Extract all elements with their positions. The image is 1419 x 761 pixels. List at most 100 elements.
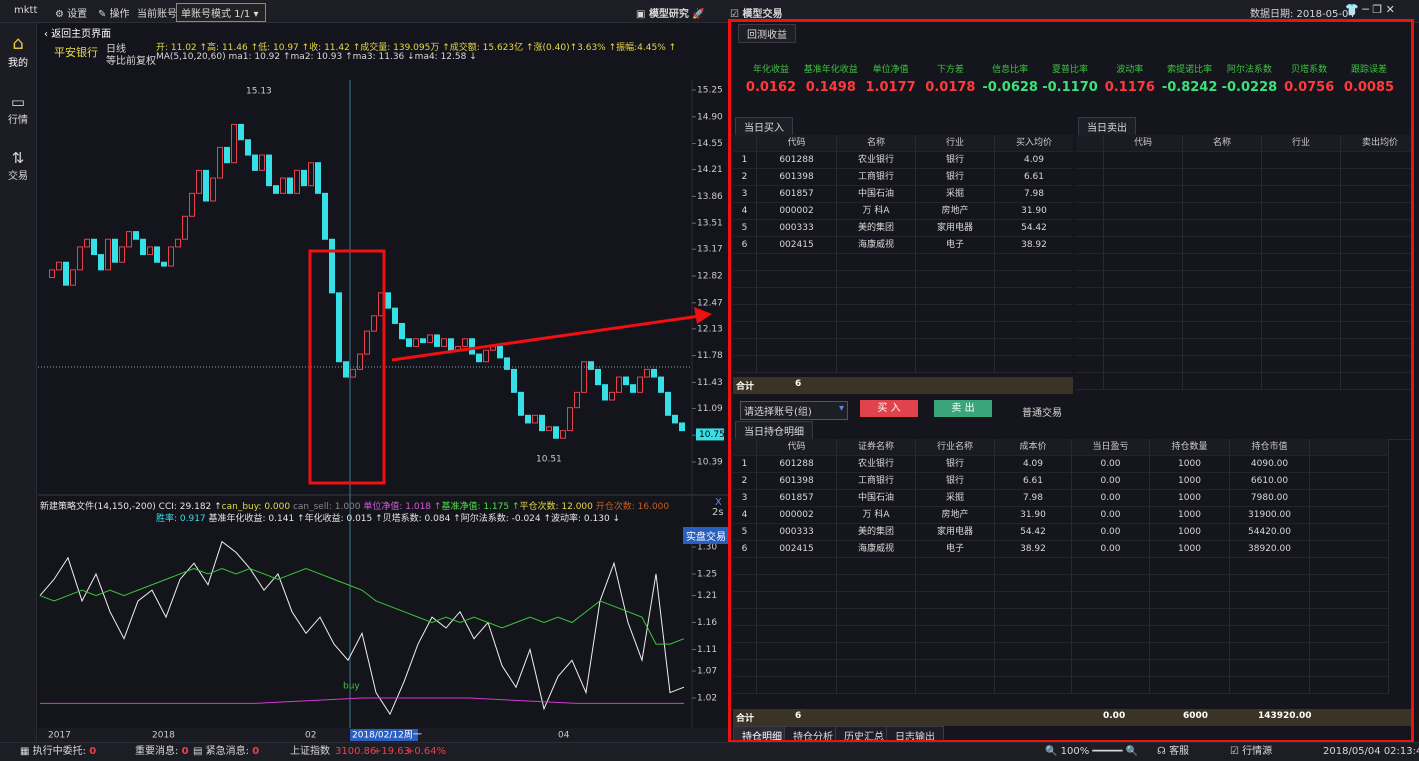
- app-name: mktt: [14, 5, 38, 16]
- buy-button[interactable]: 买 入: [860, 400, 918, 417]
- table-cell: 0.00: [1072, 507, 1150, 524]
- trading-label[interactable]: 模型交易: [742, 9, 783, 20]
- x-tick-label: 02: [305, 731, 316, 741]
- zoom[interactable]: 🔍 100% ━━━━━ 🔍: [1045, 746, 1139, 757]
- nav-label[interactable]: 交易: [8, 171, 28, 182]
- table-cell: 4090.00: [1230, 456, 1310, 473]
- table-cell: [1262, 237, 1341, 254]
- mode-select[interactable]: 单账号模式 1/1 ▾: [176, 3, 266, 22]
- metric-value: -0.0628: [982, 80, 1038, 95]
- menu-label[interactable]: 设置: [67, 9, 88, 20]
- menu-operate[interactable]: ✎ 操作: [98, 9, 130, 20]
- table-cell: [995, 305, 1073, 322]
- y-tick-label: 13.17: [697, 245, 723, 255]
- table-cell: 农业银行: [837, 152, 916, 169]
- total-cell: 0.00: [1103, 711, 1126, 721]
- candle: [371, 315, 377, 332]
- research-tab[interactable]: ▣ 模型研究 🚀: [636, 9, 705, 20]
- nav-label[interactable]: 行情: [8, 115, 28, 126]
- table-cell: [1150, 643, 1230, 660]
- y-tick-label: 1.25: [697, 569, 717, 579]
- menu-account[interactable]: 当前账号: [137, 9, 177, 20]
- table-cell: [1104, 203, 1183, 220]
- table-cell: 4.09: [995, 152, 1073, 169]
- candle: [406, 338, 412, 347]
- table-cell: [837, 271, 916, 288]
- table-cell: [1230, 626, 1310, 643]
- metric-value: -0.8242: [1161, 80, 1218, 95]
- candle: [602, 384, 608, 401]
- table-cell: [1341, 356, 1413, 373]
- account-label[interactable]: 请选择账号(组): [744, 407, 812, 418]
- table-cell: [1310, 677, 1389, 694]
- table-cell: [1072, 626, 1150, 643]
- live-trade-button[interactable]: 实盘交易: [683, 527, 729, 544]
- table-cell: [1262, 356, 1341, 373]
- table-cell: 601288: [757, 456, 837, 473]
- candle: [525, 414, 531, 424]
- table-cell: [837, 305, 916, 322]
- y-tick-label: 11.09: [697, 404, 723, 414]
- back-link[interactable]: ‹ 返回主页界面: [44, 29, 112, 40]
- table-cell: [1072, 609, 1150, 626]
- table-cell: [1230, 558, 1310, 575]
- y-tick-label: 14.90: [697, 112, 723, 122]
- table-cell: 1: [733, 456, 757, 473]
- table-cell: [1341, 254, 1413, 271]
- nav-market[interactable]: ▭ 行情: [8, 93, 28, 126]
- nav-mine[interactable]: ⌂ 我的: [8, 33, 28, 69]
- service[interactable]: ☊ 客服: [1157, 746, 1190, 757]
- metric-label: 下方差: [936, 65, 964, 75]
- table-cell: 7.98: [995, 490, 1072, 507]
- table-cell: [1076, 237, 1104, 254]
- research-label[interactable]: 模型研究: [648, 9, 689, 20]
- nav-trade[interactable]: ⇅ 交易: [8, 149, 28, 182]
- table-cell: 0.00: [1072, 541, 1150, 558]
- table-cell: [1310, 507, 1389, 524]
- metric-value: 0.0162: [745, 80, 797, 95]
- menu-settings[interactable]: ⚙ 设置: [55, 9, 88, 20]
- table-cell: 5: [733, 524, 757, 541]
- candle: [259, 154, 265, 171]
- table-cell: 电子: [916, 237, 995, 254]
- candle: [574, 391, 580, 409]
- table-cell: [916, 305, 995, 322]
- table-cell: [1230, 677, 1310, 694]
- table-cell: [1183, 152, 1262, 169]
- table-cell: [1341, 169, 1413, 186]
- important-count: 0: [181, 746, 189, 757]
- x-tick-label: 2018: [152, 731, 175, 741]
- candle: [119, 246, 125, 263]
- header-cell: [1310, 439, 1389, 456]
- table-cell: [1310, 473, 1389, 490]
- source-label[interactable]: 行情源: [1242, 746, 1273, 757]
- candle: [84, 238, 90, 248]
- trading-tab[interactable]: ☑ 模型交易: [730, 9, 783, 20]
- service-label[interactable]: 客服: [1169, 746, 1190, 757]
- mode-label[interactable]: 单账号模式 1/1: [181, 9, 251, 20]
- account-select[interactable]: 请选择账号(组) ▾: [740, 401, 848, 420]
- metric-label: 单位净值: [872, 65, 909, 75]
- close-indicator[interactable]: X: [715, 497, 722, 508]
- source[interactable]: ☑ 行情源: [1230, 746, 1273, 757]
- table-cell: 4: [733, 507, 757, 524]
- ohlc: 开: 11.02 ↑高: 11.46 ↑低: 10.97 ↑收: 11.42 ↑…: [156, 43, 677, 53]
- table-cell: 0.00: [1072, 490, 1150, 507]
- back-label[interactable]: 返回主页界面: [51, 29, 112, 40]
- trade-mode[interactable]: 普通交易: [1022, 408, 1062, 419]
- zoom-label[interactable]: 100%: [1060, 746, 1090, 757]
- sell-button[interactable]: 卖 出: [934, 400, 992, 417]
- table-cell: [1262, 373, 1341, 390]
- topbar: [0, 0, 1419, 23]
- table-cell: 家用电器: [916, 220, 995, 237]
- window-controls[interactable]: 👕 ─ ❐ ✕: [1345, 3, 1395, 16]
- metric-label: 年化收益: [752, 65, 789, 75]
- candle: [609, 391, 615, 401]
- table-cell: [733, 322, 757, 339]
- table-cell: [1310, 490, 1389, 507]
- metrics-tab[interactable]: 回测收益: [738, 24, 796, 43]
- menu-label[interactable]: 操作: [109, 9, 130, 20]
- nav-label[interactable]: 我的: [8, 58, 28, 69]
- candle: [511, 368, 517, 393]
- y-tick-label: 1.30: [697, 543, 717, 553]
